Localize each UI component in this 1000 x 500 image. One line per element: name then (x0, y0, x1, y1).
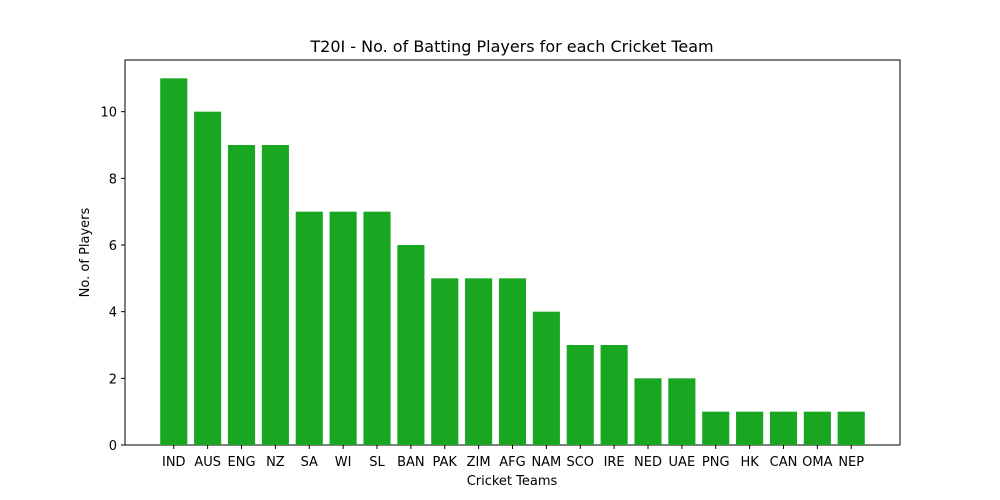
x-tick-label: IRE (604, 455, 625, 470)
bar-uae (668, 378, 696, 445)
x-axis-ticks: IND AUS ENG NZ SA WI SL BAN PAK ZIM AFG NAM SCO IRE NE… (162, 445, 864, 470)
y-tick-label: 2 (109, 372, 117, 387)
chart-title: T20I - No. of Batting Players for each C… (309, 37, 713, 56)
x-tick-label: UAE (669, 455, 696, 470)
y-tick-label: 8 (109, 172, 117, 187)
x-tick-label: WI (335, 455, 352, 470)
bar-oma (803, 411, 831, 445)
bar-eng (227, 145, 256, 445)
bar-sco (566, 345, 594, 445)
x-tick-label: ENG (228, 455, 256, 470)
bar-png (702, 411, 730, 445)
y-tick-label: 6 (109, 239, 117, 254)
y-axis-label: No. of Players (78, 207, 93, 297)
x-tick-label: IND (162, 455, 186, 470)
x-tick-label: NED (634, 455, 662, 470)
bar-can (769, 411, 798, 445)
x-tick-label: PNG (702, 455, 730, 470)
bar-ned (634, 378, 662, 445)
bar-wi (329, 211, 357, 445)
x-tick-label: BAN (397, 455, 425, 470)
x-tick-label: SL (369, 455, 385, 470)
bar-ban (397, 245, 425, 445)
bar-ind (160, 78, 188, 445)
x-tick-label: ZIM (467, 455, 491, 470)
y-tick-label: 0 (109, 439, 117, 454)
bar-nam (532, 311, 560, 445)
x-tick-label: NZ (266, 455, 285, 470)
x-axis-label: Cricket Teams (467, 474, 558, 489)
bar-pak (431, 278, 459, 445)
bar-nz (261, 145, 289, 445)
x-tick-label: NEP (838, 455, 864, 470)
bar-aus (194, 111, 222, 446)
bar-sl (363, 211, 391, 445)
y-tick-label: 4 (109, 306, 117, 321)
x-tick-label: NAM (531, 455, 561, 470)
bar-sa (295, 211, 323, 445)
x-tick-label: CAN (770, 455, 798, 470)
bar-afg (498, 278, 527, 445)
bar-zim (465, 278, 493, 445)
y-tick-label: 10 (100, 106, 117, 121)
bars (160, 78, 865, 446)
x-tick-label: AUS (194, 455, 221, 470)
x-tick-label: SCO (566, 455, 594, 470)
x-tick-label: OMA (802, 455, 832, 470)
x-tick-label: HK (740, 455, 759, 470)
bar-nep (837, 411, 865, 445)
bar-hk (736, 411, 764, 445)
bar-ire (600, 345, 628, 445)
x-tick-label: AFG (499, 455, 525, 470)
x-tick-label: PAK (433, 455, 458, 470)
x-tick-label: SA (301, 455, 318, 470)
y-axis-ticks: 0 2 4 6 8 10 (100, 106, 125, 454)
